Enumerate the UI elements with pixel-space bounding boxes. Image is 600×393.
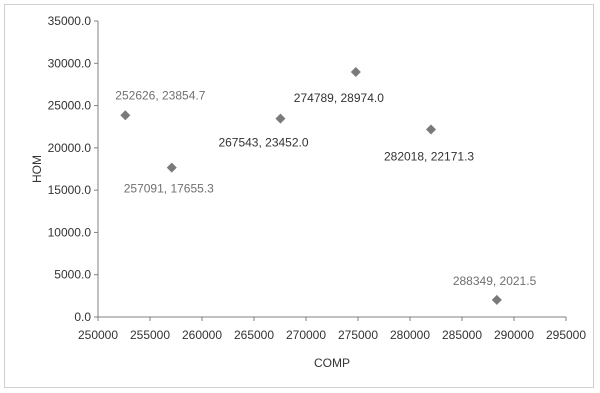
- x-tick-label: 270000: [286, 328, 326, 342]
- x-tick-label: 290000: [494, 328, 534, 342]
- data-point-label: 267543, 23452.0: [218, 136, 308, 150]
- data-labels: 252626, 23854.7 257091, 17655.3 267543, 23…: [115, 88, 536, 288]
- scatter-chart: 0.0 5000.0 10000.0 15000.0 20000.0 25000.0 300…: [30, 14, 586, 370]
- data-point-marker: [350, 66, 361, 77]
- x-tick-label: 260000: [182, 328, 222, 342]
- data-point-marker: [491, 294, 502, 305]
- y-tick-label: 0.0: [74, 310, 91, 324]
- x-ticks: 250000 255000 260000 265000 270000 275000 2800…: [78, 317, 586, 342]
- x-tick-label: 285000: [442, 328, 482, 342]
- data-point-marker: [166, 162, 177, 173]
- y-tick-label: 10000.0: [48, 225, 92, 239]
- y-tick-label: 20000.0: [48, 141, 92, 155]
- data-point-label: 282018, 22171.3: [384, 149, 474, 163]
- data-point-label: 252626, 23854.7: [115, 88, 205, 102]
- y-tick-label: 30000.0: [48, 56, 92, 70]
- data-point-marker: [425, 124, 436, 135]
- x-tick-label: 255000: [130, 328, 170, 342]
- data-point-label: 257091, 17655.3: [124, 182, 214, 196]
- y-axis-title: HOM: [30, 155, 44, 183]
- data-point-label: 274789, 28974.0: [294, 91, 384, 105]
- x-tick-label: 275000: [338, 328, 378, 342]
- y-tick-label: 5000.0: [54, 268, 91, 282]
- y-tick-label: 35000.0: [48, 14, 92, 28]
- data-point-marker: [275, 113, 286, 124]
- y-ticks: 0.0 5000.0 10000.0 15000.0 20000.0 25000.0 300…: [48, 14, 98, 324]
- x-tick-label: 280000: [390, 328, 430, 342]
- axes: [97, 21, 566, 318]
- x-tick-label: 295000: [546, 328, 586, 342]
- x-tick-label: 265000: [234, 328, 274, 342]
- data-point-marker: [120, 110, 131, 121]
- data-point-label: 288349, 2021.5: [453, 274, 537, 288]
- y-tick-label: 25000.0: [48, 99, 92, 113]
- x-axis-title: COMP: [314, 356, 350, 370]
- y-tick-label: 15000.0: [48, 183, 92, 197]
- chart-frame: 0.0 5000.0 10000.0 15000.0 20000.0 25000.0 300…: [4, 4, 594, 388]
- data-points: [120, 66, 502, 305]
- x-tick-label: 250000: [78, 328, 118, 342]
